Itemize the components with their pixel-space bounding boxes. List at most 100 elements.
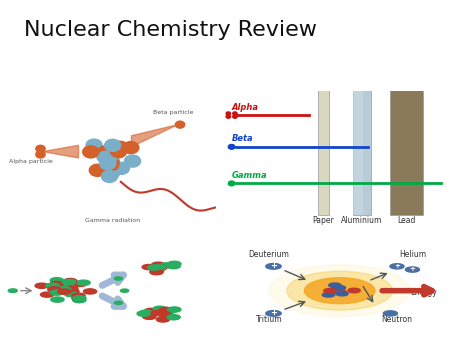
Circle shape: [8, 289, 18, 292]
Circle shape: [73, 296, 86, 301]
Circle shape: [152, 262, 165, 267]
Circle shape: [390, 264, 404, 269]
Text: +: +: [410, 266, 415, 272]
Text: Beta particle: Beta particle: [153, 110, 193, 115]
Circle shape: [167, 264, 180, 269]
Bar: [318, 85, 328, 215]
Circle shape: [56, 288, 69, 293]
Circle shape: [62, 290, 75, 295]
Text: Beta: Beta: [232, 134, 253, 143]
Text: Paper: Paper: [312, 216, 334, 225]
Circle shape: [322, 292, 335, 297]
Circle shape: [104, 167, 120, 179]
Circle shape: [101, 152, 117, 164]
Text: Aluminium: Aluminium: [341, 216, 382, 225]
Circle shape: [405, 267, 419, 272]
Circle shape: [50, 278, 63, 283]
Circle shape: [150, 267, 163, 272]
Circle shape: [176, 121, 184, 128]
Text: Energy: Energy: [410, 288, 436, 297]
Circle shape: [72, 296, 85, 301]
Circle shape: [150, 268, 163, 273]
Circle shape: [168, 261, 181, 266]
Circle shape: [36, 145, 45, 152]
Circle shape: [269, 265, 410, 317]
Circle shape: [72, 293, 85, 298]
Circle shape: [332, 287, 344, 291]
Text: Tritium: Tritium: [256, 314, 283, 323]
Polygon shape: [131, 125, 178, 147]
Circle shape: [60, 286, 73, 292]
Polygon shape: [43, 145, 79, 158]
Circle shape: [226, 112, 230, 115]
Text: +: +: [270, 261, 277, 270]
Circle shape: [66, 289, 79, 294]
Circle shape: [148, 265, 161, 270]
Circle shape: [100, 158, 116, 170]
Circle shape: [139, 310, 153, 315]
Circle shape: [35, 283, 48, 288]
Circle shape: [98, 151, 113, 163]
Circle shape: [348, 288, 360, 293]
Circle shape: [151, 310, 164, 316]
Circle shape: [64, 286, 77, 291]
Circle shape: [110, 163, 126, 175]
Circle shape: [112, 141, 128, 153]
Circle shape: [156, 317, 170, 322]
Circle shape: [304, 278, 375, 304]
Circle shape: [103, 159, 119, 171]
Circle shape: [142, 265, 155, 270]
Text: Nuclear Chemistry Review: Nuclear Chemistry Review: [23, 20, 316, 40]
Circle shape: [153, 265, 166, 270]
Circle shape: [328, 283, 341, 288]
Circle shape: [51, 289, 64, 294]
Text: +: +: [270, 309, 277, 317]
Circle shape: [89, 164, 105, 176]
Circle shape: [83, 146, 99, 158]
Circle shape: [73, 281, 86, 287]
Circle shape: [143, 314, 156, 319]
Circle shape: [151, 266, 164, 271]
Circle shape: [152, 310, 166, 315]
Circle shape: [336, 291, 348, 296]
Circle shape: [105, 139, 121, 151]
Circle shape: [159, 312, 172, 318]
Text: Gamma radiation: Gamma radiation: [85, 218, 140, 222]
Circle shape: [168, 307, 181, 312]
Circle shape: [50, 290, 63, 295]
Circle shape: [83, 289, 97, 294]
Circle shape: [150, 269, 163, 275]
Circle shape: [160, 263, 173, 268]
Circle shape: [56, 281, 70, 287]
Circle shape: [153, 265, 166, 271]
Circle shape: [36, 151, 45, 158]
Circle shape: [86, 139, 102, 151]
Circle shape: [153, 265, 166, 270]
Circle shape: [113, 162, 130, 174]
Circle shape: [58, 287, 71, 292]
Circle shape: [333, 286, 346, 290]
Circle shape: [103, 155, 119, 168]
Circle shape: [51, 297, 64, 302]
Circle shape: [111, 145, 126, 158]
Circle shape: [167, 315, 180, 320]
Text: Neutron: Neutron: [382, 314, 413, 323]
Text: +: +: [394, 263, 400, 269]
Circle shape: [121, 289, 129, 292]
Circle shape: [58, 289, 71, 294]
Text: Lead: Lead: [398, 216, 416, 225]
Circle shape: [123, 142, 139, 154]
Circle shape: [137, 311, 150, 316]
Circle shape: [98, 146, 114, 158]
Circle shape: [152, 265, 165, 270]
Circle shape: [228, 144, 235, 149]
Circle shape: [233, 112, 237, 115]
Circle shape: [46, 283, 59, 288]
Bar: [353, 85, 370, 215]
Circle shape: [153, 306, 166, 311]
Bar: [391, 85, 423, 215]
Circle shape: [114, 301, 122, 305]
Circle shape: [72, 297, 86, 303]
Circle shape: [324, 289, 336, 293]
Circle shape: [266, 311, 281, 316]
